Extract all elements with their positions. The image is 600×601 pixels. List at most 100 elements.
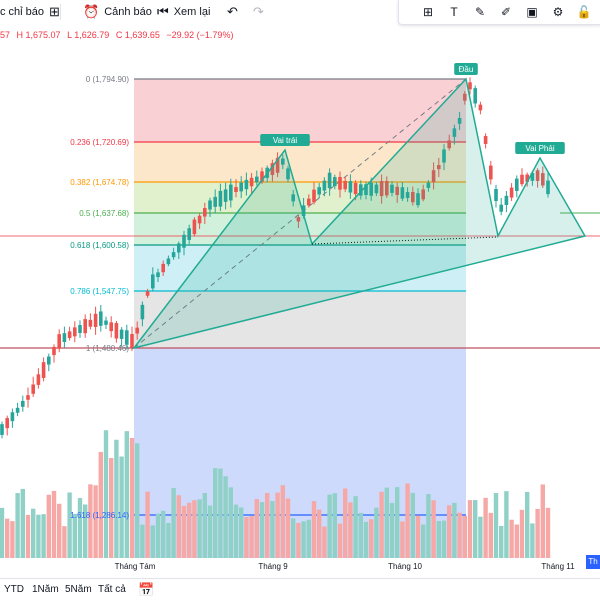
candle-body: [47, 356, 51, 365]
range-all[interactable]: Tất cả: [98, 584, 126, 595]
left-shoulder-label-bg: [260, 134, 310, 146]
fib-level-label: 0.5 (1,637.68): [79, 209, 129, 218]
candle-body: [156, 272, 160, 278]
candle-body: [223, 189, 228, 202]
volume-bar: [83, 504, 88, 558]
fib-band: [134, 142, 466, 182]
volume-bar: [223, 476, 228, 558]
undo-button[interactable]: ↶: [227, 3, 243, 21]
volume-bar: [540, 484, 545, 558]
price-chart[interactable]: Vai trái Đầu Vai Phải 0 (1,794.90) 0.236 (1…: [0, 40, 600, 578]
candle-body: [442, 149, 446, 163]
layout-icon[interactable]: ⊞: [422, 5, 434, 19]
volume-bar: [493, 493, 499, 558]
volume-bar: [77, 498, 83, 558]
left-shoulder-label: Vai trái: [273, 136, 298, 145]
candle-body: [187, 228, 191, 240]
fib-level-label: 1.618 (1,286.14): [70, 511, 129, 520]
candle-body: [52, 346, 56, 356]
fib-level-label: 0.786 (1,547.75): [70, 287, 129, 296]
volume-bar: [530, 523, 535, 558]
candle-body: [535, 170, 540, 181]
pattern-outline: [132, 77, 587, 350]
image-plus-icon[interactable]: ▣: [526, 5, 538, 19]
brush-icon[interactable]: ✎: [474, 5, 486, 19]
candle-body: [177, 243, 181, 253]
candle-body: [26, 395, 30, 400]
volume-bar: [462, 515, 467, 558]
volume-bar: [119, 456, 124, 558]
volume-bar: [514, 524, 519, 558]
volume-bar: [124, 431, 129, 558]
range-1y[interactable]: 1Năm: [32, 584, 59, 595]
volume-bar: [291, 518, 296, 558]
redo-button[interactable]: ↷: [253, 3, 269, 21]
fib-band: [134, 182, 466, 213]
volume-bar: [441, 520, 447, 558]
volume-bars: [0, 430, 551, 558]
volume-bar: [135, 443, 140, 558]
replay-label: Xem lại: [173, 6, 211, 18]
candle-body: [431, 170, 436, 183]
candle-body: [483, 136, 488, 144]
candle-body: [338, 176, 342, 190]
volume-bar: [265, 492, 270, 558]
settings-icon[interactable]: ⚙: [552, 5, 564, 19]
range-ytd[interactable]: YTD: [4, 584, 24, 595]
replay-button[interactable]: ⏮ Xem lại: [157, 3, 210, 21]
volume-bar: [369, 519, 374, 558]
volume-bar: [467, 500, 473, 558]
candle-body: [509, 187, 514, 198]
range-5y[interactable]: 5Năm: [65, 584, 92, 595]
volume-bar: [421, 524, 426, 558]
candle-body: [62, 333, 67, 342]
volume-bar: [31, 508, 36, 558]
layout-grid-button[interactable]: ⊞: [49, 3, 65, 21]
fib-level-label: 0.236 (1,720.69): [70, 138, 129, 147]
lock-icon[interactable]: 🔓: [576, 5, 592, 19]
candle-body: [395, 186, 399, 195]
month-label: Tháng 9: [258, 562, 288, 571]
highlighter-icon[interactable]: ✐: [500, 5, 512, 19]
candle-body: [213, 196, 217, 207]
volume-bar: [202, 492, 207, 558]
month-label: Tháng Tám: [115, 562, 156, 571]
text-icon[interactable]: T: [450, 5, 458, 19]
candle-body: [353, 183, 358, 195]
alert-button[interactable]: ⏰ Cảnh báo: [83, 3, 152, 21]
candle-body: [208, 200, 212, 210]
candle-body: [182, 234, 186, 248]
right-shoulder-label-bg: [515, 142, 565, 154]
volume-bar: [473, 500, 478, 558]
volume-bar: [457, 512, 462, 558]
candle-body: [41, 362, 46, 378]
volume-bar: [322, 526, 327, 558]
volume-bar: [348, 502, 353, 558]
candle-body: [530, 172, 535, 181]
volume-bar: [452, 502, 457, 558]
candle-body: [307, 198, 311, 206]
alert-label: Cảnh báo: [104, 6, 152, 18]
volume-bar: [535, 508, 540, 558]
volume-bar: [166, 522, 171, 558]
candle-body: [192, 219, 197, 235]
volume-bar: [405, 483, 410, 558]
calendar-icon[interactable]: 📅: [138, 582, 155, 597]
month-label: Tháng 10: [388, 562, 422, 571]
candle-body: [525, 174, 529, 182]
candle-body: [343, 180, 347, 190]
ohlc-open: 57: [0, 30, 11, 40]
volume-bar: [436, 520, 441, 558]
candle-body: [416, 193, 420, 206]
ohlc-legend: 57 H 1,675.07 L 1,626.79 C 1,639.65 −29.…: [0, 30, 237, 40]
volume-bar: [374, 507, 379, 558]
fib-level-label: 0.618 (1,600.58): [70, 241, 129, 250]
candle-body: [78, 325, 82, 333]
indicators-label: c chỉ báo: [0, 6, 45, 18]
candle-body: [301, 205, 306, 216]
indicators-button[interactable]: c chỉ báo: [0, 3, 44, 21]
candle-body: [390, 184, 394, 193]
ohlc-high: H 1,675.07: [16, 30, 61, 40]
candle-body: [135, 327, 139, 334]
volume-bar: [311, 501, 317, 558]
